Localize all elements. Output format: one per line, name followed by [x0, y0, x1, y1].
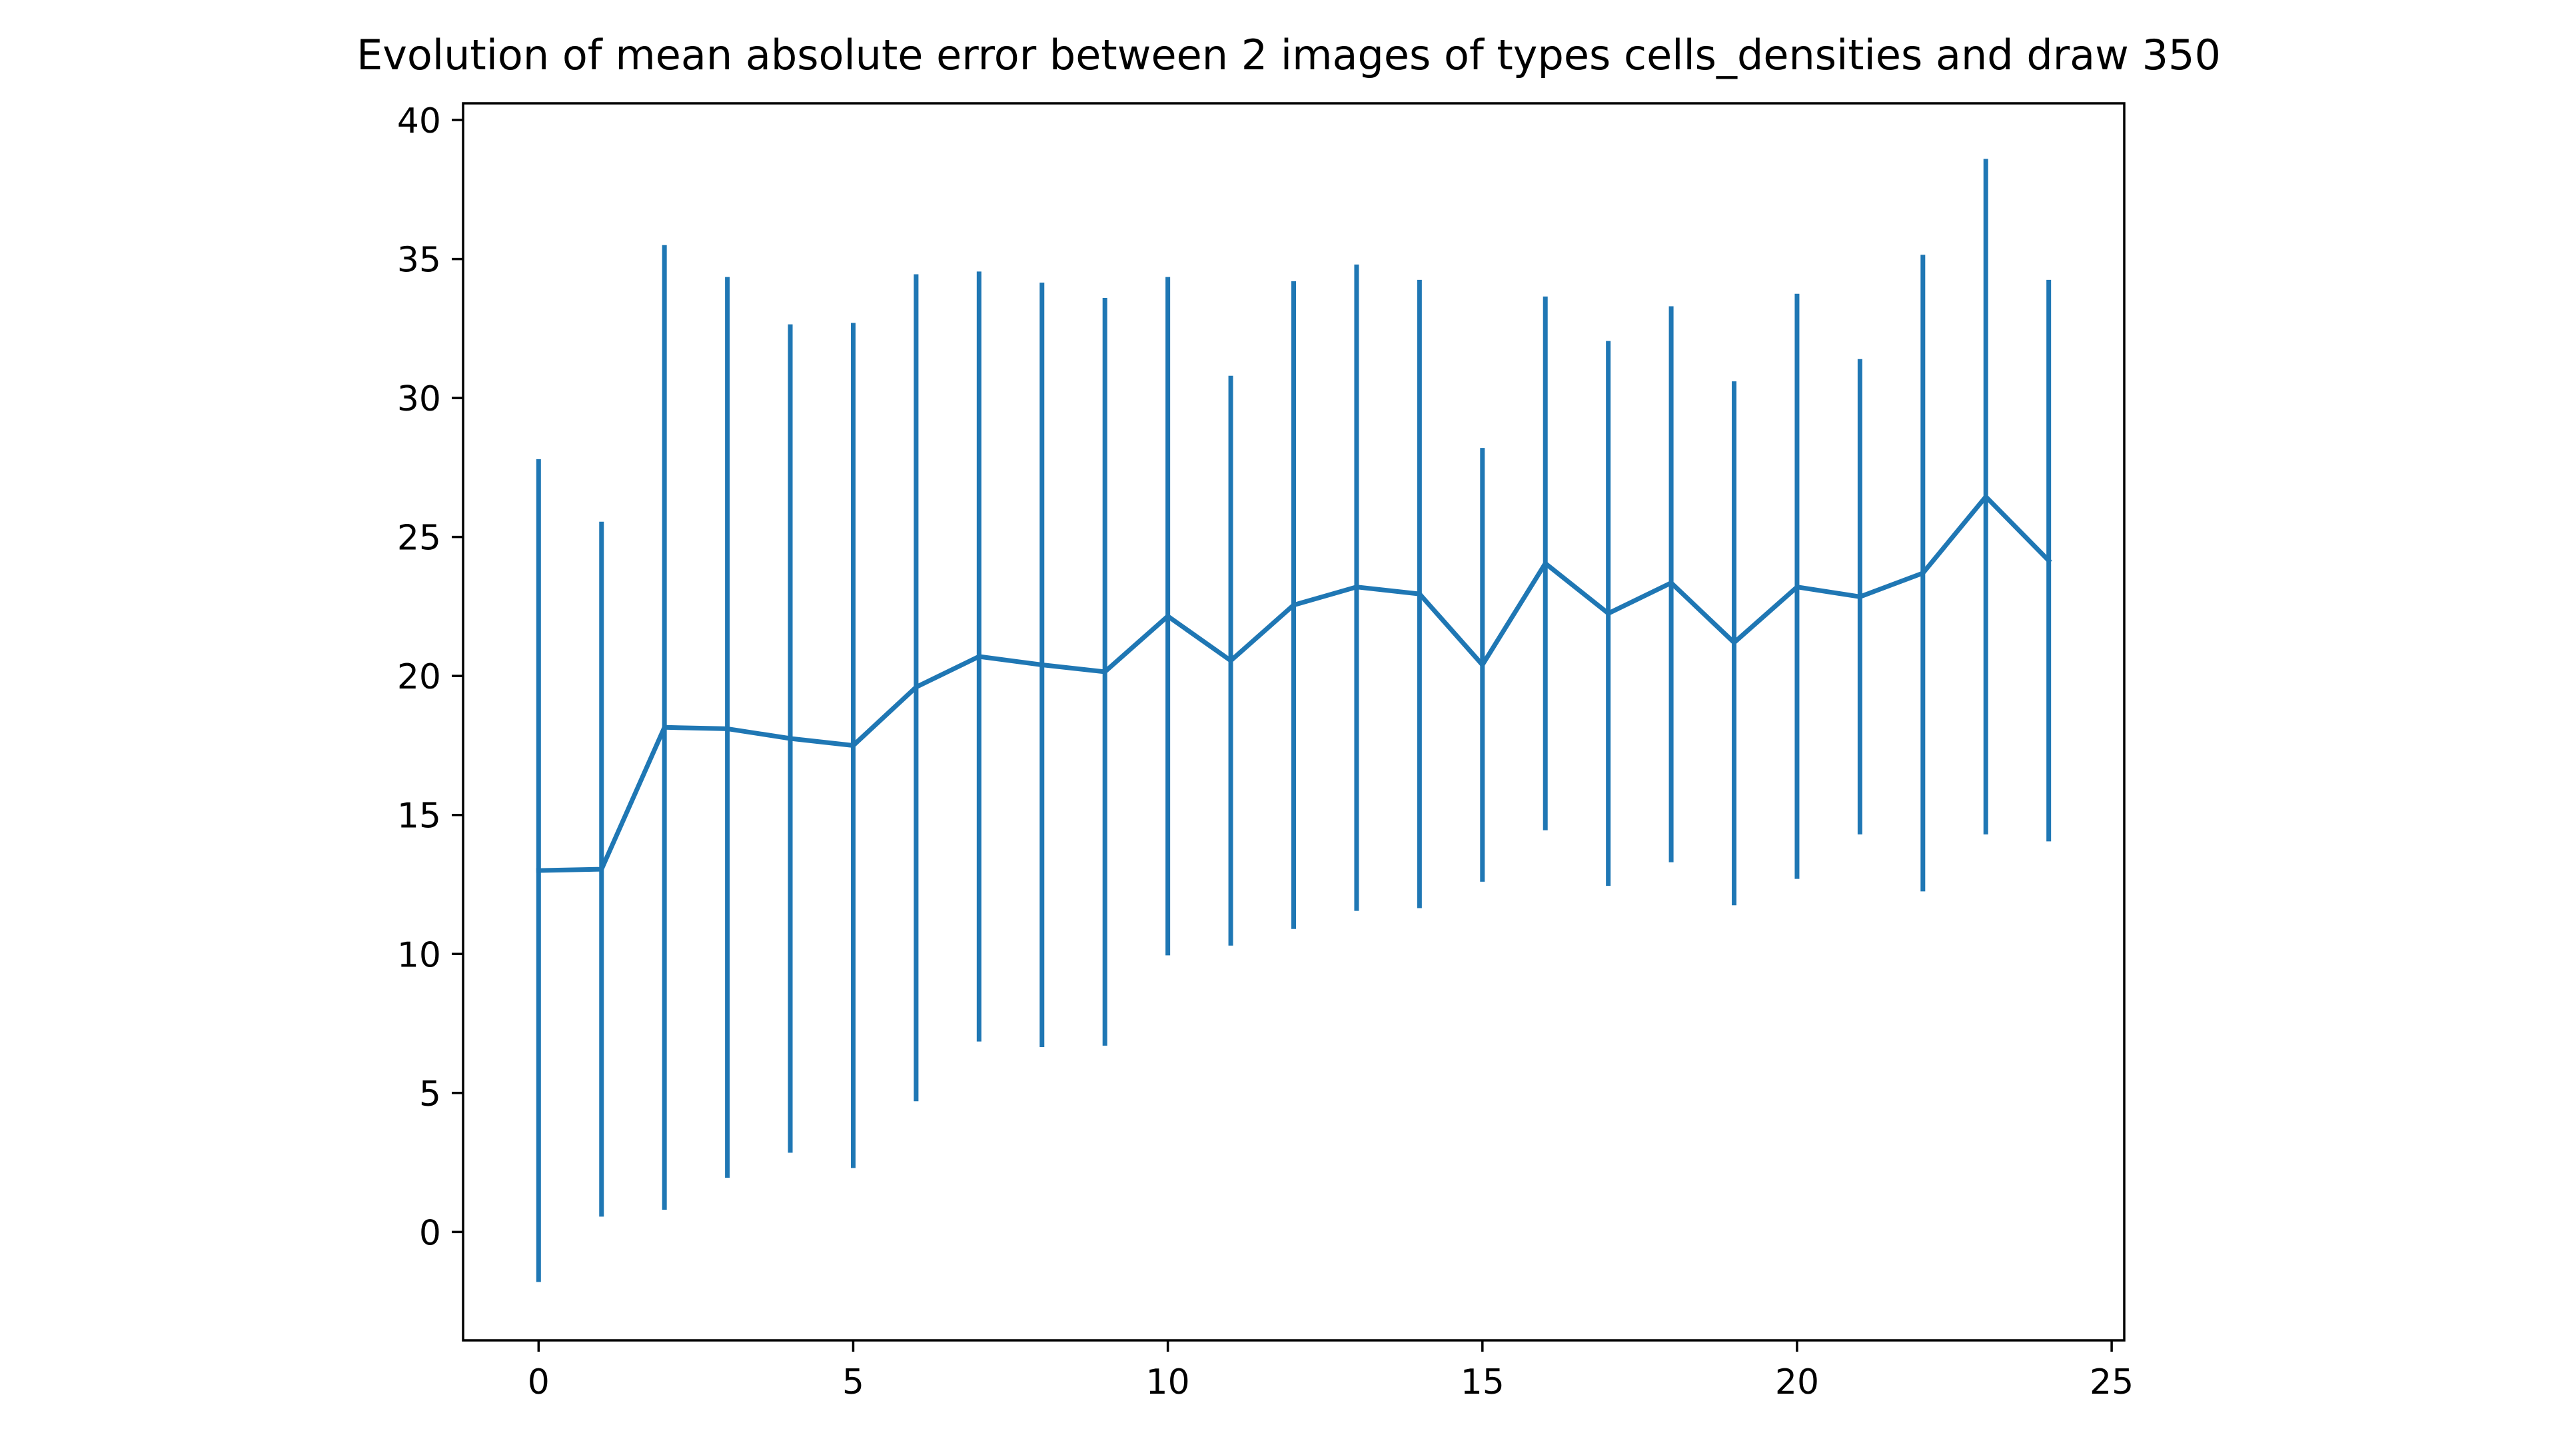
x-tick-label: 5	[842, 1362, 864, 1402]
y-tick-label: 25	[397, 519, 441, 559]
y-tick-label: 35	[397, 241, 441, 281]
series-line	[536, 494, 2052, 873]
y-tick-label: 15	[397, 796, 441, 836]
axes-frame	[462, 102, 2126, 1342]
y-tick-label: 40	[397, 101, 441, 141]
y-tick-label: 5	[419, 1074, 441, 1114]
x-tick-label: 25	[2090, 1362, 2134, 1402]
plot-layer: 0 5 10 15 20 25 0 5 10 15 20 25 30 35 40	[397, 101, 2134, 1402]
y-tick-label: 0	[419, 1213, 441, 1253]
x-tick-label: 20	[1775, 1362, 1819, 1402]
x-tick-label: 10	[1146, 1362, 1190, 1402]
chart-title: Evolution of mean absolute error between…	[356, 31, 2221, 79]
x-tick-label: 15	[1461, 1362, 1505, 1402]
y-tick-label: 10	[397, 935, 441, 975]
y-tick-label: 30	[397, 379, 441, 419]
x-tick-label: 0	[528, 1362, 550, 1402]
y-tick-label: 20	[397, 657, 441, 697]
